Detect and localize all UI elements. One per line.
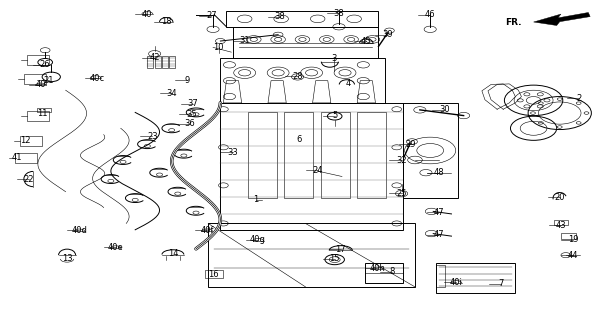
Text: 1: 1 (253, 195, 258, 204)
Text: 40c: 40c (90, 74, 105, 83)
Text: 19: 19 (568, 236, 579, 244)
Text: 28: 28 (292, 72, 303, 81)
Text: 38: 38 (334, 9, 345, 18)
Text: 2: 2 (577, 94, 582, 103)
Text: 40h: 40h (369, 264, 385, 273)
Text: 9: 9 (185, 76, 189, 84)
Text: 25: 25 (397, 189, 407, 198)
Text: 47: 47 (434, 208, 445, 217)
Text: 43: 43 (555, 220, 566, 229)
Text: 40: 40 (35, 80, 46, 89)
Text: 22: 22 (23, 174, 34, 184)
Text: 24: 24 (312, 166, 323, 175)
Text: 30: 30 (439, 105, 450, 114)
Text: 14: 14 (168, 249, 179, 258)
Text: 39: 39 (382, 30, 393, 39)
Text: 16: 16 (208, 270, 218, 279)
Text: 17: 17 (335, 245, 346, 254)
Text: 31: 31 (240, 36, 250, 45)
Text: 3: 3 (331, 54, 337, 63)
Text: 42: 42 (150, 53, 160, 62)
Text: 5: 5 (332, 111, 337, 120)
Text: 34: 34 (166, 89, 177, 98)
Text: 37: 37 (188, 99, 199, 108)
Text: 21: 21 (43, 76, 54, 84)
Text: 8: 8 (389, 267, 395, 276)
Text: 48: 48 (434, 168, 445, 177)
Text: 35: 35 (186, 110, 197, 119)
Text: 46: 46 (425, 10, 436, 19)
Text: 27: 27 (206, 11, 216, 20)
Text: 11: 11 (37, 108, 48, 117)
Text: 13: 13 (62, 254, 72, 263)
Text: 23: 23 (147, 132, 158, 141)
Text: 12: 12 (20, 136, 31, 146)
Text: 40i: 40i (450, 278, 463, 287)
Text: 6: 6 (297, 135, 302, 144)
Text: 45: 45 (361, 36, 371, 45)
Text: 29: 29 (406, 140, 416, 148)
Text: 7: 7 (499, 279, 504, 288)
Text: 20: 20 (555, 193, 565, 202)
Text: FR.: FR. (505, 19, 521, 28)
Text: 15: 15 (329, 254, 340, 263)
Text: 40e: 40e (108, 243, 123, 252)
Text: 40d: 40d (71, 226, 87, 235)
Text: 47: 47 (434, 230, 445, 239)
Text: 4: 4 (345, 79, 351, 88)
Text: 26: 26 (40, 60, 51, 69)
Text: 10: 10 (213, 43, 224, 52)
Text: 33: 33 (227, 148, 238, 156)
Text: 36: 36 (185, 119, 196, 128)
Text: 18: 18 (161, 17, 172, 26)
Text: 38: 38 (274, 12, 285, 21)
Text: 40: 40 (142, 10, 153, 19)
Text: 41: 41 (12, 153, 22, 162)
Polygon shape (533, 12, 590, 26)
Text: 32: 32 (397, 156, 407, 164)
Text: 40g: 40g (250, 236, 266, 244)
Text: 40f: 40f (200, 226, 214, 235)
Text: 44: 44 (568, 251, 579, 260)
